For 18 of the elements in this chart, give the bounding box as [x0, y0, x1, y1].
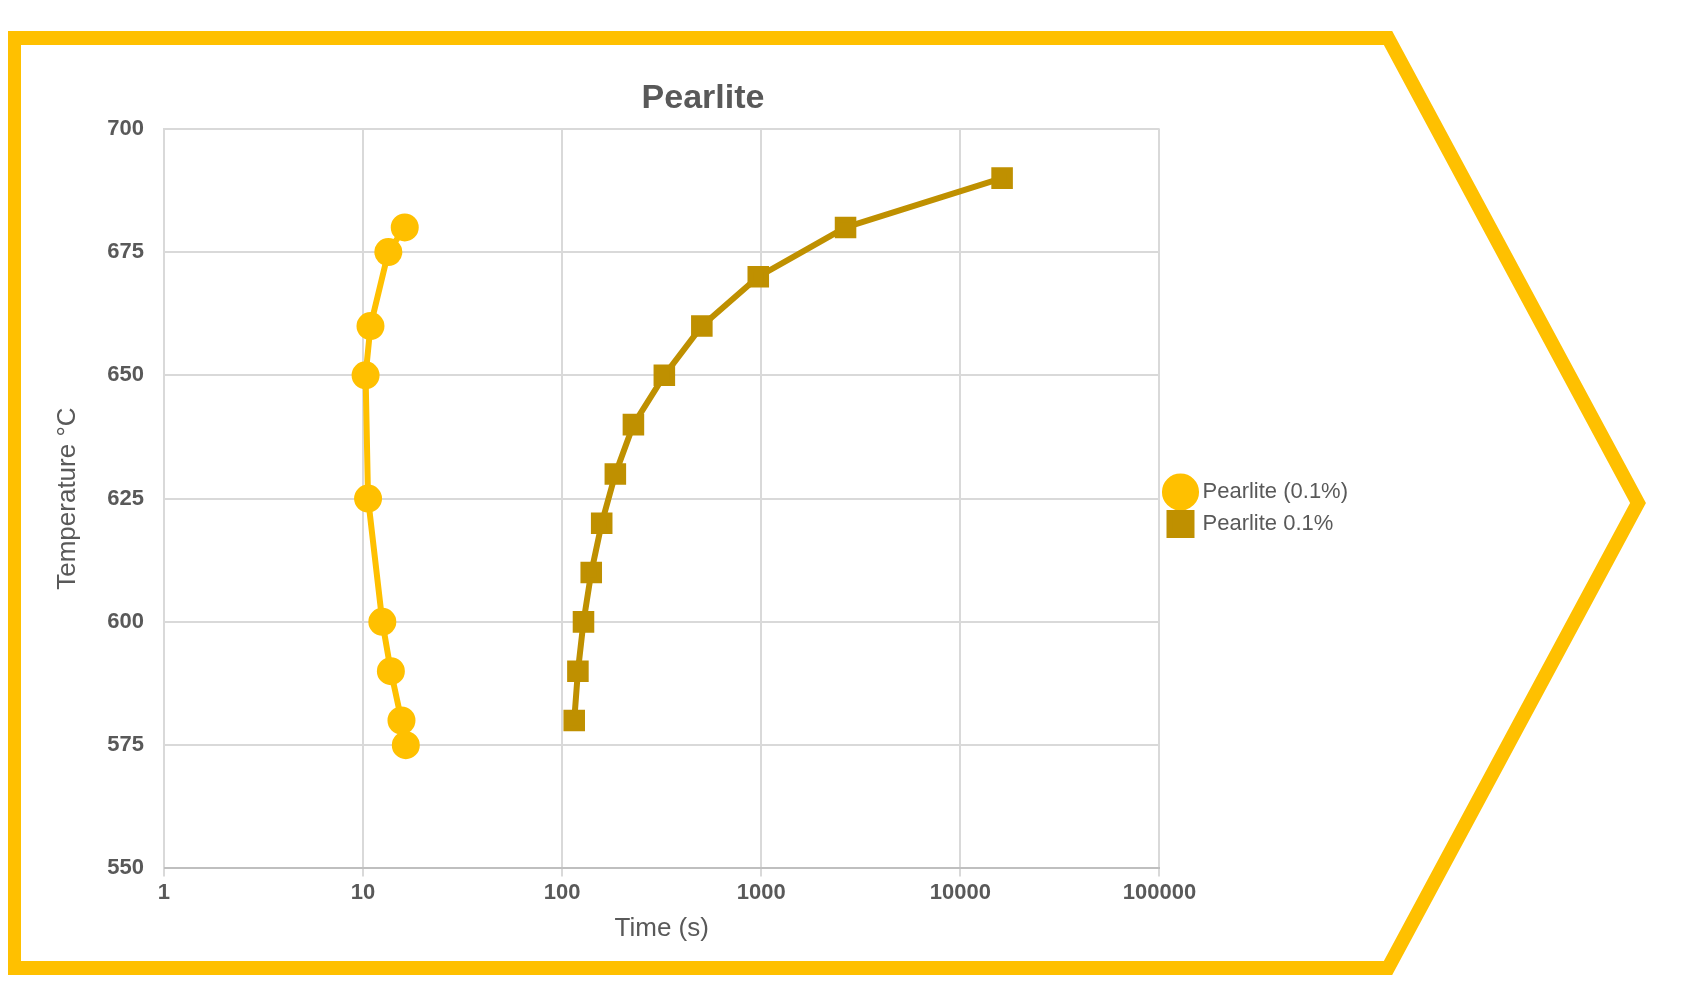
chart-title: Pearlite — [641, 76, 765, 115]
x-axis-title: Time (s) — [614, 911, 709, 942]
x-tick-label: 100000 — [1122, 878, 1197, 904]
y-axis-title: Temperature °C — [50, 407, 81, 590]
x-tick-label: 100 — [543, 878, 581, 904]
x-tick-label: 1 — [157, 878, 171, 904]
y-tick-label: 550 — [107, 854, 144, 880]
y-tick-label: 575 — [107, 731, 144, 757]
legend-label: Pearlite (0.1%) — [1202, 478, 1349, 504]
x-tick-label: 10000 — [929, 878, 991, 904]
y-tick-label: 625 — [107, 484, 144, 510]
y-tick-label: 600 — [107, 607, 144, 633]
y-tick-label: 650 — [107, 361, 144, 387]
x-tick-label: 10 — [350, 878, 376, 904]
legend-label: Pearlite 0.1% — [1202, 510, 1334, 536]
y-tick-label: 675 — [107, 238, 144, 264]
y-tick-label: 700 — [107, 114, 144, 140]
x-tick-label: 1000 — [736, 878, 786, 904]
